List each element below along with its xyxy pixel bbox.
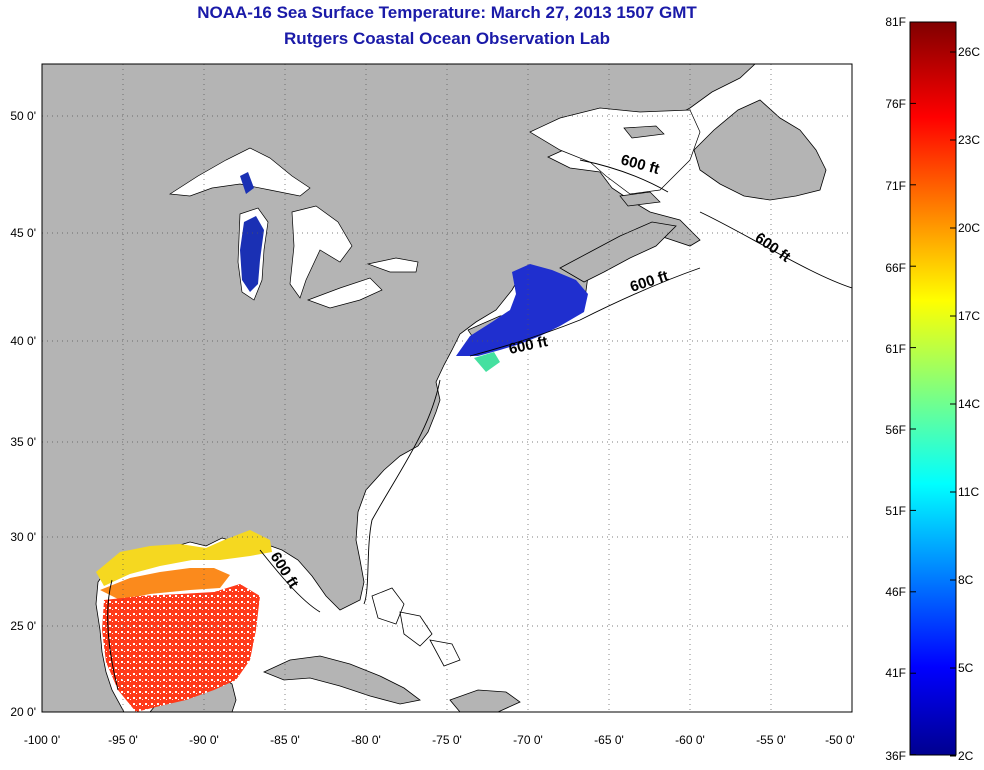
lat-tick-label: 35 0' [10,435,36,449]
sst-gulf-of-maine [456,264,588,356]
map-border [41,63,853,713]
celsius-label: 8C [958,573,974,587]
lon-tick-label: -90 0' [189,733,219,747]
fahrenheit-label: 81F [885,15,906,29]
nova-scotia [559,221,677,283]
lake-michigan-sst [240,216,264,292]
lon-tick-label: -60 0' [675,733,705,747]
celsius-label: 11C [958,485,979,499]
pei-island [619,191,661,207]
fahrenheit-label: 36F [885,749,906,763]
map-title: NOAA-16 Sea Surface Temperature: March 2… [197,3,697,22]
fahrenheit-label: 61F [885,342,906,356]
fahrenheit-label: 51F [885,504,906,518]
lon-tick-label: -80 0' [351,733,381,747]
celsius-label: 26C [958,45,980,59]
colorbar: 81F 76F 71F 66F 61F 56F 51F 46F 41F 36F … [885,15,980,763]
hispaniola [449,689,521,712]
celsius-label: 2C [958,749,974,763]
lat-tick-label: 40 0' [10,334,36,348]
lat-tick-label: 50 0' [10,109,36,123]
sst-nj-shelf-warm [474,352,500,372]
depth-contours [107,159,852,691]
fahrenheit-label: 46F [885,585,906,599]
celsius-label: 20C [958,221,980,235]
lat-tick-label: 20 0' [10,705,36,719]
sst-gulf-yellow [96,530,272,586]
celsius-label: 23C [958,133,980,147]
fahrenheit-label: 56F [885,423,906,437]
newfoundland [693,99,827,201]
lon-tick-label: -55 0' [756,733,786,747]
lon-tick-label: -100 0' [24,733,60,747]
bahamas [371,587,461,667]
colorbar-ticks [910,21,956,757]
celsius-labels: 26C 23C 20C 17C 14C 11C 8C 5C 2C [958,45,980,763]
lon-tick-label: -75 0' [432,733,462,747]
colorbar-gradient [909,21,957,756]
sst-data [96,264,588,712]
lon-tick-label: -85 0' [270,733,300,747]
lat-tick-label: 25 0' [10,619,36,633]
lon-tick-label: -95 0' [108,733,138,747]
anticosti-island [623,125,665,139]
fahrenheit-label: 66F [885,261,906,275]
fahrenheit-label: 41F [885,666,906,680]
map-frame [41,63,853,713]
fahrenheit-labels: 81F 76F 71F 66F 61F 56F 51F 46F 41F 36F [885,15,906,763]
sst-gulf-orange [100,568,230,600]
celsius-label: 5C [958,661,974,675]
celsius-label: 17C [958,309,980,323]
lat-tick-label: 30 0' [10,530,36,544]
celsius-label: 14C [958,397,980,411]
lat-tick-label: 45 0' [10,226,36,240]
lon-tick-label: -70 0' [513,733,543,747]
lat-axis: 50 0' 45 0' 40 0' 35 0' 30 0' 25 0' 20 0… [10,109,36,719]
map-subtitle: Rutgers Coastal Ocean Observation Lab [284,29,610,48]
cuba [262,655,421,705]
sst-gulf-red [102,584,260,712]
graticule [42,64,852,712]
fahrenheit-label: 76F [885,97,906,111]
lon-axis: -100 0' -95 0' -90 0' -85 0' -80 0' -75 … [24,733,855,747]
lon-tick-label: -65 0' [594,733,624,747]
lon-tick-label: -50 0' [825,733,855,747]
fahrenheit-label: 71F [885,179,906,193]
lake-superior-sst [240,172,254,194]
